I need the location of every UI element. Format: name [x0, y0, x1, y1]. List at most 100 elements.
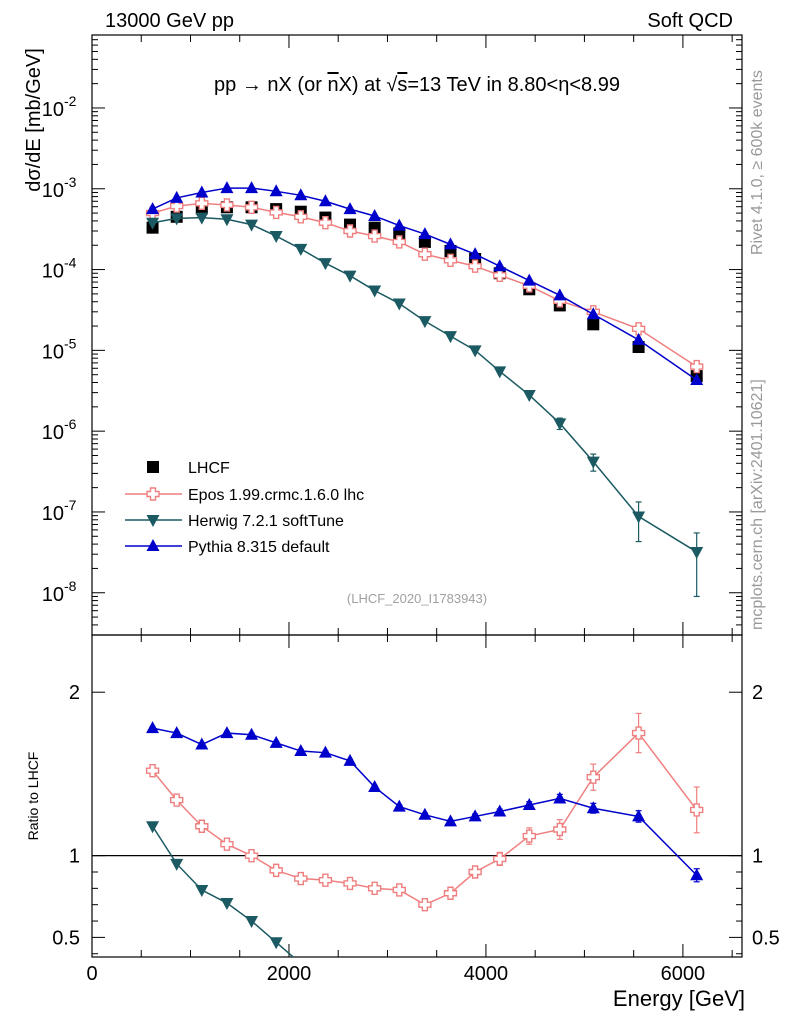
legend-label: Herwig 7.2.1 softTune: [188, 513, 344, 530]
legend-marker: [146, 515, 160, 527]
data-point-epos: [689, 359, 704, 374]
y-tick-exponent: -8: [64, 578, 77, 594]
ratio-point-pythia: [269, 735, 283, 748]
ratio-point-epos: [269, 863, 283, 878]
data-point-pythia: [294, 188, 308, 201]
data-point-pythia: [318, 194, 332, 207]
ratio-point-herwig: [220, 898, 234, 911]
title-nbar: n: [327, 74, 338, 96]
ratio-point-epos: [195, 819, 209, 833]
y-tick-label: 10: [42, 503, 64, 525]
x-axis-label: Energy [GeV]: [613, 986, 745, 1011]
ratio-point-pythia: [468, 809, 482, 822]
data-point-epos: [468, 259, 482, 273]
data-point-herwig: [343, 270, 357, 283]
ratio-point-pythia: [522, 797, 536, 810]
x-tick-labels: 0 2000 4000 6000: [86, 963, 705, 985]
legend: LHCF Epos 1.99.crmc.1.6.0 lhc Herwig 7.2.1…: [125, 460, 364, 556]
series-pythia: [146, 181, 704, 385]
x-tick-label: 4000: [464, 963, 509, 985]
side-label-rivet: Rivet 4.1.0, ≥ 600k events: [749, 70, 766, 255]
ratio-point-pythia: [318, 745, 332, 758]
ratio-point-pythia: [690, 868, 704, 881]
data-point-pythia: [220, 181, 234, 194]
ratio-point-pythia: [443, 814, 457, 827]
data-point-herwig: [318, 258, 332, 271]
data-point-herwig: [170, 213, 184, 226]
data-point-epos: [269, 205, 283, 220]
data-point-herwig: [586, 456, 600, 469]
data-point-herwig: [368, 285, 382, 298]
legend-marker: [146, 539, 160, 551]
legend-label: Pythia 8.315 default: [188, 539, 330, 556]
data-point-herwig: [392, 298, 406, 311]
data-point-herwig: [522, 390, 536, 403]
ratio-point-pythia: [368, 780, 382, 793]
data-point-pythia: [468, 247, 482, 260]
ratio-point-herwig: [245, 916, 259, 929]
data-point-herwig: [269, 231, 283, 244]
data-point-pythia: [586, 307, 600, 320]
ratio-line-pythia: [152, 727, 698, 876]
ratio-point-epos: [631, 726, 646, 740]
data-point-pythia: [493, 259, 507, 272]
title-mid: X) at √: [339, 74, 398, 96]
y-tick-label: 10: [42, 99, 64, 121]
main-ticks: 10-810-710-610-510-410-310-2: [42, 34, 742, 636]
data-point-herwig: [468, 345, 482, 358]
ratio-tick-label-left: 2: [69, 682, 80, 704]
ratio-series-epos: [145, 712, 704, 912]
data-point-epos: [195, 196, 209, 211]
ratio-point-pythia: [343, 753, 357, 766]
main-data: [145, 181, 704, 598]
data-point-pythia: [418, 227, 432, 240]
y-tick-label: 10: [42, 584, 64, 606]
ratio-ticks: 0.5 0.5 1 1 2 2: [52, 635, 780, 957]
data-point-lhcf: [587, 318, 600, 331]
data-point-herwig: [493, 366, 507, 379]
ratio-point-herwig: [195, 884, 209, 897]
ratio-point-pythia: [586, 801, 600, 814]
ratio-point-epos: [169, 793, 184, 807]
ratio-point-epos: [318, 873, 333, 887]
ratio-point-pythia: [553, 791, 567, 804]
ratio-frame: [91, 634, 743, 958]
data-point-herwig: [195, 212, 209, 225]
x-tick-label: 2000: [267, 963, 312, 985]
data-point-pythia: [553, 288, 567, 301]
y-tick-label: 10: [42, 261, 64, 283]
data-point-pythia: [343, 202, 357, 215]
ratio-point-herwig: [146, 821, 160, 834]
ratio-tick-label-left: 0.5: [52, 927, 80, 949]
data-point-epos: [493, 268, 507, 282]
ratio-point-pythia: [195, 737, 209, 750]
y-tick-label: 10: [42, 180, 64, 202]
data-point-epos: [343, 224, 357, 238]
legend-label: Epos 1.99.crmc.1.6.0 lhc: [188, 487, 364, 504]
series-line-pythia: [152, 187, 698, 381]
data-point-pythia: [195, 185, 209, 198]
y-tick-exponent: -5: [64, 335, 77, 351]
ratio-tick-label-right: 1: [752, 846, 763, 868]
data-point-herwig: [245, 219, 259, 232]
ratio-point-herwig: [170, 858, 184, 871]
ratio-data: [145, 712, 704, 957]
ratio-point-pythia: [245, 727, 259, 740]
data-point-lhcf: [444, 244, 457, 257]
y-tick-exponent: -4: [64, 255, 77, 271]
ratio-series-herwig: [146, 821, 295, 957]
side-label-mcplots: mcplots.cern.ch [arXiv:2401.10621]: [749, 379, 766, 630]
y-tick-label: 10: [42, 422, 64, 444]
data-point-herwig: [553, 418, 567, 431]
legend-marker: [147, 461, 159, 473]
ratio-y-label: Ratio to LHCF: [25, 752, 41, 841]
ratio-point-epos: [220, 837, 234, 851]
data-point-pythia: [443, 237, 457, 250]
data-point-epos: [367, 229, 382, 243]
ratio-point-epos: [522, 829, 536, 843]
data-point-epos: [294, 210, 308, 224]
data-point-pythia: [146, 202, 160, 215]
main-panel: pp → nX (or nX) at √s=13 TeV in 8.80<η<8…: [23, 34, 743, 636]
main-y-label: dσ/dE [mb/GeV]: [23, 48, 45, 192]
